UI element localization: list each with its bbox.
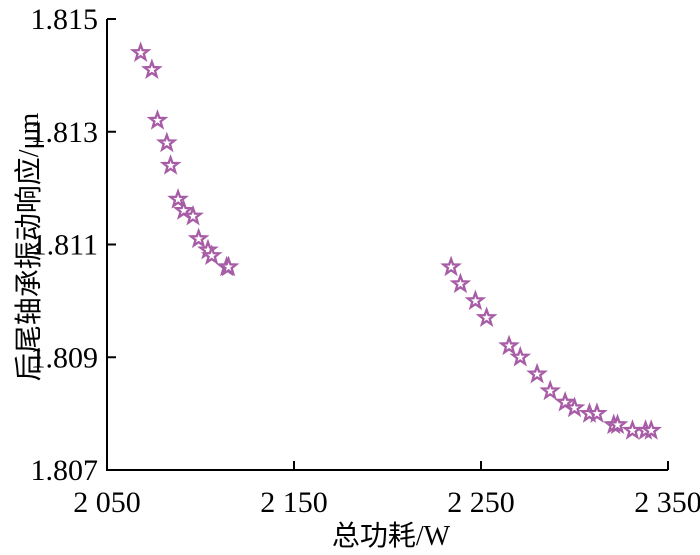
star-marker bbox=[440, 255, 462, 277]
star-marker bbox=[167, 188, 189, 209]
star-marker bbox=[464, 289, 487, 311]
star-marker bbox=[159, 154, 182, 175]
star-marker bbox=[200, 244, 223, 265]
star-marker bbox=[640, 419, 663, 440]
x-tick-label: 2 150 bbox=[260, 486, 328, 519]
star-marker bbox=[141, 58, 163, 79]
x-tick-label: 2 250 bbox=[447, 486, 515, 519]
y-tick-label: 1.813 bbox=[31, 116, 99, 149]
star-marker bbox=[563, 396, 586, 418]
star-marker bbox=[129, 41, 152, 63]
x-tick-label: 2 350 bbox=[634, 486, 700, 519]
star-marker bbox=[172, 199, 195, 220]
y-tick-label: 1.807 bbox=[31, 454, 99, 487]
star-marker bbox=[146, 109, 169, 130]
x-tick-label: 2 050 bbox=[73, 486, 141, 519]
star-marker bbox=[449, 272, 472, 294]
star-marker bbox=[621, 419, 644, 440]
data-points bbox=[129, 41, 663, 440]
x-axis-ticks: 2 050 2 150 2 250 2 350 bbox=[73, 461, 700, 519]
star-marker bbox=[539, 379, 562, 401]
y-axis-ticks: 1.807 1.809 1.811 1.813 1.815 bbox=[31, 3, 116, 487]
star-marker bbox=[554, 390, 576, 412]
star-marker bbox=[156, 131, 178, 153]
star-marker bbox=[475, 306, 498, 328]
y-tick-label: 1.809 bbox=[31, 341, 99, 374]
y-tick-label: 1.815 bbox=[31, 3, 99, 36]
y-axis-label: 后尾轴承振动响应/μm bbox=[13, 112, 45, 381]
star-marker bbox=[509, 345, 532, 367]
star-marker bbox=[606, 413, 629, 435]
y-tick-label: 1.811 bbox=[32, 229, 98, 262]
axis-spines bbox=[106, 19, 668, 471]
star-marker bbox=[217, 255, 240, 277]
x-axis-label: 总功耗/W bbox=[332, 520, 451, 552]
star-marker bbox=[526, 362, 548, 384]
star-marker bbox=[498, 334, 520, 356]
star-marker bbox=[586, 402, 608, 423]
star-marker bbox=[182, 204, 204, 226]
star-marker bbox=[187, 227, 210, 249]
